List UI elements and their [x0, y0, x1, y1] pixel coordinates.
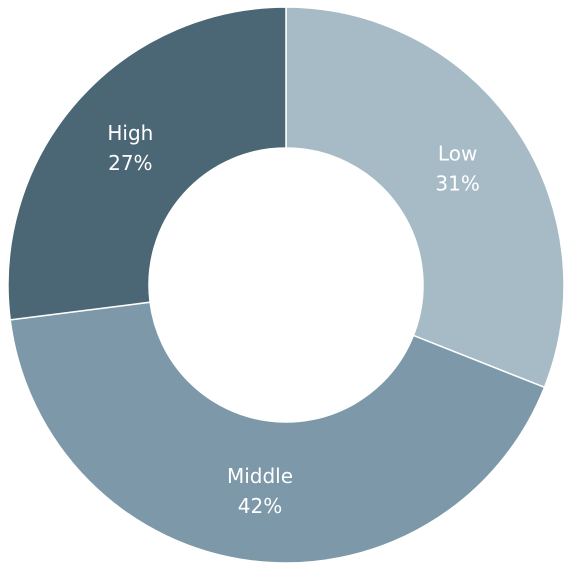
slice-category-middle: Middle	[227, 464, 293, 488]
slice-middle	[9, 301, 546, 564]
slice-value-high: 27%	[108, 151, 152, 175]
slice-high	[7, 6, 287, 321]
slice-low	[285, 6, 565, 389]
slice-label-middle: Middle 42%	[227, 464, 293, 518]
slice-category-high: High	[107, 121, 153, 145]
slice-label-high: High 27%	[107, 121, 153, 175]
slice-value-middle: 42%	[238, 494, 282, 518]
labels-layer: Low 31% Middle 42% High 27%	[107, 121, 479, 518]
slices-layer	[7, 6, 565, 564]
slice-value-low: 31%	[435, 171, 479, 195]
slice-category-low: Low	[438, 141, 477, 165]
slice-label-low: Low 31%	[435, 141, 479, 195]
